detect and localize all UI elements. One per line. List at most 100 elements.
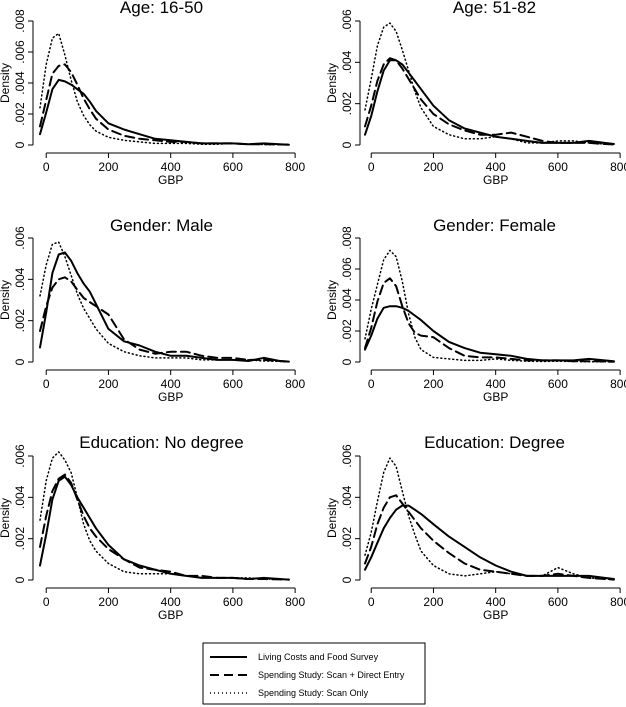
- series-line-dotted: [39, 451, 290, 581]
- y-tick-label: 0: [13, 358, 27, 365]
- y-tick-label: .004: [13, 71, 27, 95]
- panel-title: Education: Degree: [424, 433, 565, 452]
- y-tick-label: .006: [340, 257, 354, 281]
- series-line-dashed: [39, 63, 290, 146]
- x-tick-label: 200: [423, 595, 443, 609]
- x-tick-label: 200: [98, 160, 118, 174]
- y-tick-label: .004: [340, 288, 354, 312]
- series-line-dotted: [364, 22, 615, 146]
- y-tick-label: 0: [340, 141, 354, 148]
- x-tick-label: 200: [98, 377, 118, 391]
- y-axis-label: Density: [0, 498, 12, 538]
- x-tick-label: 0: [368, 377, 375, 391]
- x-tick-label: 400: [486, 377, 506, 391]
- legend-label: Spending Study: Scan Only: [258, 688, 369, 698]
- y-tick-label: .006: [13, 40, 27, 64]
- series-line-dotted: [364, 457, 615, 581]
- y-tick-label: .008: [340, 226, 354, 250]
- y-tick-label: .004: [340, 50, 354, 74]
- x-axis-label: GBP: [483, 173, 508, 187]
- x-tick-label: 0: [368, 160, 375, 174]
- x-axis-label: GBP: [483, 390, 508, 404]
- panel-title: Gender: Male: [110, 216, 213, 235]
- x-tick-label: 600: [548, 595, 568, 609]
- y-tick-label: .008: [13, 9, 27, 33]
- x-tick-label: 0: [43, 160, 50, 174]
- series-line-dashed: [39, 473, 290, 581]
- x-tick-label: 600: [548, 160, 568, 174]
- y-tick-label: .002: [13, 309, 27, 333]
- x-tick-label: 800: [610, 595, 626, 609]
- y-tick-label: .002: [13, 527, 27, 551]
- series-line-dotted: [39, 241, 290, 363]
- y-tick-label: .006: [13, 226, 27, 250]
- series-line-dashed: [364, 494, 615, 581]
- chart-panel: Age: 16-50 0 .002 .004 .006 .008 Density 0 200 40…: [0, 0, 305, 187]
- chart-panel: Gender: Male 0 .002 .004 .006 Density 0 200 400 6…: [0, 216, 305, 404]
- y-axis-label: Density: [325, 63, 339, 103]
- x-tick-label: 600: [223, 377, 243, 391]
- x-tick-label: 400: [161, 160, 181, 174]
- panel-title: Age: 51-82: [453, 0, 536, 17]
- x-axis-label: GBP: [158, 173, 183, 187]
- x-tick-label: 400: [161, 377, 181, 391]
- chart-panels: Age: 16-50 0 .002 .004 .006 .008 Density 0 200 40…: [0, 0, 626, 622]
- y-tick-label: .002: [340, 92, 354, 116]
- series-line-dashed: [364, 57, 615, 146]
- series-line-solid: [364, 504, 615, 580]
- y-tick-label: .002: [13, 102, 27, 126]
- x-axis-label: GBP: [158, 608, 183, 622]
- y-tick-label: .002: [340, 319, 354, 343]
- y-tick-label: .006: [340, 9, 354, 33]
- series-line-dotted: [364, 249, 615, 363]
- y-axis-label: Density: [325, 280, 339, 320]
- series-line-dotted: [39, 32, 290, 146]
- y-axis-label: Density: [0, 63, 12, 103]
- x-tick-label: 600: [548, 377, 568, 391]
- y-tick-label: .004: [13, 267, 27, 291]
- x-tick-label: 200: [98, 595, 118, 609]
- panel-title: Education: No degree: [79, 433, 243, 452]
- x-tick-label: 800: [285, 160, 305, 174]
- series-line-solid: [364, 305, 615, 363]
- x-tick-label: 0: [368, 595, 375, 609]
- chart-panel: Education: Degree 0 .002 .004 .006 Density 0 20…: [325, 433, 626, 622]
- x-tick-label: 400: [486, 160, 506, 174]
- x-tick-label: 800: [285, 377, 305, 391]
- y-tick-label: 0: [340, 576, 354, 583]
- x-tick-label: 600: [223, 160, 243, 174]
- panel-title: Gender: Female: [433, 216, 556, 235]
- x-axis-label: GBP: [483, 608, 508, 622]
- y-tick-label: .002: [340, 527, 354, 551]
- series-line-solid: [364, 59, 615, 145]
- x-tick-label: 800: [610, 377, 626, 391]
- y-tick-label: .004: [13, 485, 27, 509]
- y-tick-label: 0: [13, 141, 27, 148]
- x-tick-label: 400: [161, 595, 181, 609]
- x-tick-label: 0: [43, 595, 50, 609]
- chart-panel: Education: No degree 0 .002 .004 .006 Density…: [0, 433, 305, 622]
- series-line-solid: [39, 475, 290, 581]
- y-tick-label: .004: [340, 485, 354, 509]
- chart-panel: Gender: Female 0 .002 .004 .006 .008 Density 0 2…: [325, 216, 626, 404]
- y-tick-label: 0: [13, 576, 27, 583]
- x-tick-label: 0: [43, 377, 50, 391]
- y-tick-label: .006: [13, 444, 27, 468]
- x-axis-label: GBP: [158, 390, 183, 404]
- series-line-dashed: [39, 276, 290, 363]
- panel-title: Age: 16-50: [120, 0, 203, 17]
- x-tick-label: 600: [223, 595, 243, 609]
- x-tick-label: 800: [285, 595, 305, 609]
- series-line-solid: [39, 251, 290, 363]
- y-axis-label: Density: [0, 280, 12, 320]
- x-tick-label: 200: [423, 160, 443, 174]
- legend-label: Spending Study: Scan + Direct Entry: [258, 670, 405, 680]
- x-tick-label: 200: [423, 377, 443, 391]
- y-tick-label: 0: [340, 358, 354, 365]
- x-tick-label: 800: [610, 160, 626, 174]
- x-tick-label: 400: [486, 595, 506, 609]
- chart-panel: Age: 51-82 0 .002 .004 .006 Density 0 200 400 600…: [325, 0, 626, 187]
- y-axis-label: Density: [325, 498, 339, 538]
- legend-box: [202, 642, 426, 705]
